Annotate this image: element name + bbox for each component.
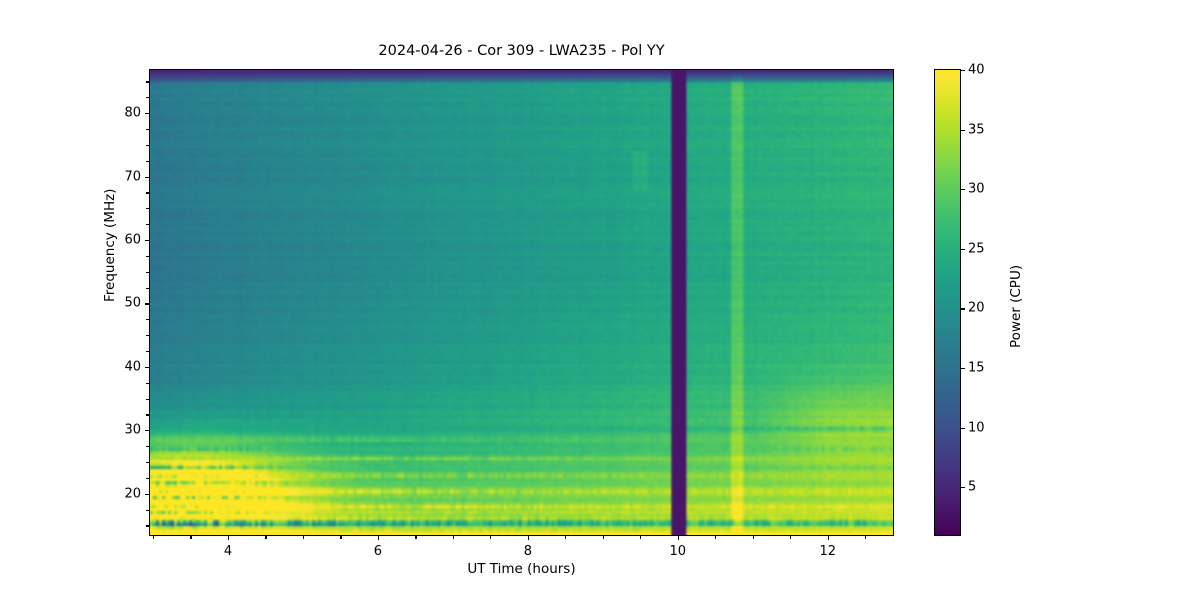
y-minor-tick (146, 525, 150, 527)
y-major-tick (144, 303, 150, 305)
y-tick-label: 20 (124, 486, 141, 502)
colorbar-tick-label: 5 (968, 479, 977, 495)
x-tick-label: 4 (223, 544, 233, 559)
y-tick-label: 30 (124, 422, 141, 438)
y-minor-tick (146, 97, 150, 99)
y-minor-tick (146, 319, 150, 321)
colorbar-tick (960, 427, 966, 429)
x-major-tick (227, 535, 230, 541)
colorbar-gradient (934, 69, 960, 535)
x-minor-tick (752, 535, 754, 539)
y-minor-tick (146, 144, 150, 146)
x-major-tick (377, 535, 380, 541)
y-major-tick (144, 240, 150, 242)
colorbar-tick-label: 15 (968, 360, 985, 376)
x-major-tick (827, 535, 829, 541)
y-axis-label: Frequency (MHz) (102, 188, 118, 302)
x-minor-tick (865, 535, 867, 539)
y-major-tick (144, 430, 150, 432)
y-tick-label: 80 (124, 105, 141, 121)
colorbar-tick-label: 20 (968, 300, 985, 316)
colorbar-tick (960, 487, 966, 489)
x-minor-tick (490, 535, 492, 539)
y-minor-tick (146, 382, 150, 384)
colorbar-tick-label: 10 (968, 420, 985, 436)
x-minor-tick (790, 535, 792, 539)
y-tick-label: 50 (124, 295, 141, 311)
y-minor-tick (146, 192, 150, 194)
x-minor-tick (640, 535, 642, 539)
y-major-tick (144, 176, 150, 178)
y-minor-tick (146, 81, 150, 83)
colorbar-tick (960, 70, 966, 72)
y-tick-label: 40 (124, 359, 141, 375)
x-major-tick (527, 535, 529, 541)
page-title: 2024-04-26 - Cor 309 - LWA235 - Pol YY (378, 43, 665, 59)
y-minor-tick (146, 462, 150, 464)
y-minor-tick (146, 509, 150, 511)
x-minor-tick (565, 535, 567, 539)
y-minor-tick (146, 351, 150, 353)
y-minor-tick (146, 335, 150, 337)
y-minor-tick (146, 271, 150, 273)
y-minor-tick (146, 255, 150, 257)
colorbar-tick-label: 25 (968, 241, 985, 257)
x-minor-tick (265, 535, 267, 539)
x-tick-label: 12 (819, 544, 837, 559)
colorbar-tick-label: 30 (968, 181, 985, 197)
colorbar-tick-label: 40 (968, 62, 985, 78)
y-major-tick (144, 113, 150, 115)
x-minor-tick (152, 535, 155, 539)
colorbar-label: Power (CPU) (1008, 264, 1024, 348)
colorbar-tick (960, 129, 966, 131)
colorbar-tick (960, 308, 966, 310)
spectrogram-axes (148, 68, 894, 536)
colorbar-tick (960, 189, 966, 191)
colorbar-tick (960, 368, 966, 370)
x-tick-label: 6 (373, 544, 383, 559)
x-major-tick (677, 535, 679, 541)
y-minor-tick (146, 160, 150, 162)
y-minor-tick (146, 208, 150, 210)
colorbar-axes (933, 68, 961, 536)
y-minor-tick (146, 224, 150, 226)
y-minor-tick (146, 398, 150, 400)
y-minor-tick (146, 477, 150, 479)
x-minor-tick (190, 535, 192, 539)
y-minor-tick (146, 128, 150, 131)
x-minor-tick (340, 535, 342, 539)
x-tick-label: 10 (669, 544, 687, 559)
y-minor-tick (146, 414, 150, 416)
y-minor-tick (146, 287, 150, 289)
x-minor-tick (415, 535, 417, 539)
dynamic-spectrum-image (149, 69, 893, 535)
x-minor-tick (602, 535, 604, 539)
y-major-tick (144, 493, 150, 495)
x-axis-label: UT Time (hours) (467, 561, 576, 577)
x-minor-tick (302, 535, 305, 539)
y-major-tick (144, 366, 150, 368)
colorbar-tick (960, 248, 966, 250)
y-tick-label: 60 (124, 232, 141, 248)
x-minor-tick (715, 535, 717, 539)
y-minor-tick (146, 446, 150, 448)
x-tick-label: 8 (523, 544, 532, 559)
colorbar-tick-label: 35 (968, 122, 985, 138)
x-minor-tick (452, 535, 454, 539)
y-tick-label: 70 (124, 169, 141, 185)
